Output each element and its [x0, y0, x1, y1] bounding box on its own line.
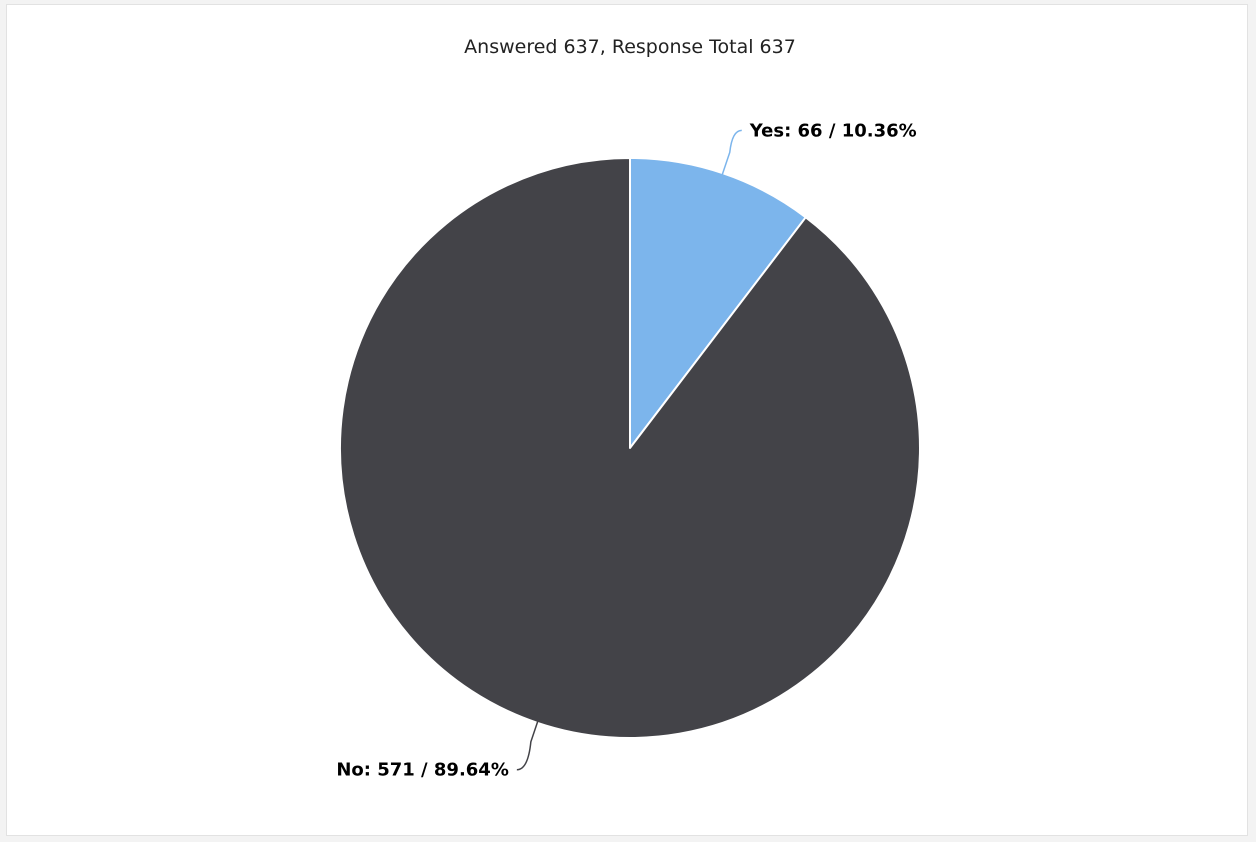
slice-labels: Yes: 66 / 10.36% No: 571 / 89.64%	[336, 120, 916, 780]
connector-yes	[721, 129, 742, 176]
slice-label-no: No: 571 / 89.64%	[336, 760, 509, 781]
label-connectors	[516, 129, 742, 771]
chart-title: Answered 637, Response Total 637	[464, 36, 796, 58]
connector-no	[516, 720, 539, 771]
pie-slices	[339, 157, 921, 739]
slice-label-yes: Yes: 66 / 10.36%	[749, 120, 917, 141]
pie-slice-no[interactable]	[339, 157, 921, 739]
